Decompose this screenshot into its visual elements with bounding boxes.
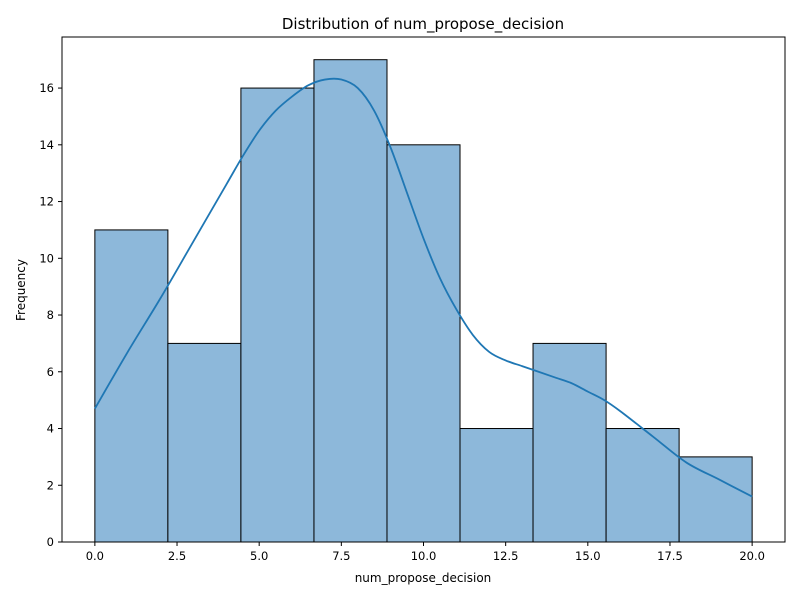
bar-5	[386, 144, 461, 543]
bar-3	[240, 87, 315, 543]
bar-9	[678, 456, 753, 543]
x-tick-label-5: 12.5	[493, 549, 519, 563]
y-tick-label-0: 0	[47, 535, 54, 549]
bar-7	[532, 342, 607, 543]
y-tick-label-7: 14	[39, 138, 54, 152]
x-tick-label-2: 5.0	[250, 549, 268, 563]
y-tick-label-2: 4	[47, 422, 54, 436]
y-tick-label-1: 2	[47, 478, 54, 492]
bars-group	[94, 59, 753, 543]
y-tick-label-4: 8	[47, 308, 54, 322]
x-tick-label-6: 15.0	[575, 549, 601, 563]
y-axis-ticks: 0 2 4 6 8 10 12 14 16	[39, 81, 62, 549]
y-tick-label-5: 10	[39, 251, 54, 265]
bar-4	[313, 59, 388, 543]
kde-curve	[94, 77, 753, 498]
bar-6	[459, 428, 534, 543]
x-axis-label: num_propose_decision	[355, 571, 492, 585]
x-tick-label-3: 7.5	[332, 549, 350, 563]
x-axis-ticks: 0.0 2.5 5.0 7.5 10.0 12.5 15.0 17.5 20.0	[86, 542, 765, 563]
x-tick-label-4: 10.0	[411, 549, 437, 563]
x-tick-label-0: 0.0	[86, 549, 104, 563]
y-tick-label-6: 12	[39, 195, 54, 209]
y-tick-label-3: 6	[47, 365, 54, 379]
y-tick-label-8: 16	[39, 81, 54, 95]
x-tick-label-8: 20.0	[739, 549, 765, 563]
x-tick-label-1: 2.5	[168, 549, 186, 563]
bar-1	[94, 229, 169, 543]
y-axis-label: Frequency	[14, 259, 28, 321]
chart-title: Distribution of num_propose_decision	[282, 15, 564, 34]
bar-8	[605, 428, 680, 543]
x-tick-label-7: 17.5	[657, 549, 683, 563]
bar-2	[167, 342, 242, 543]
